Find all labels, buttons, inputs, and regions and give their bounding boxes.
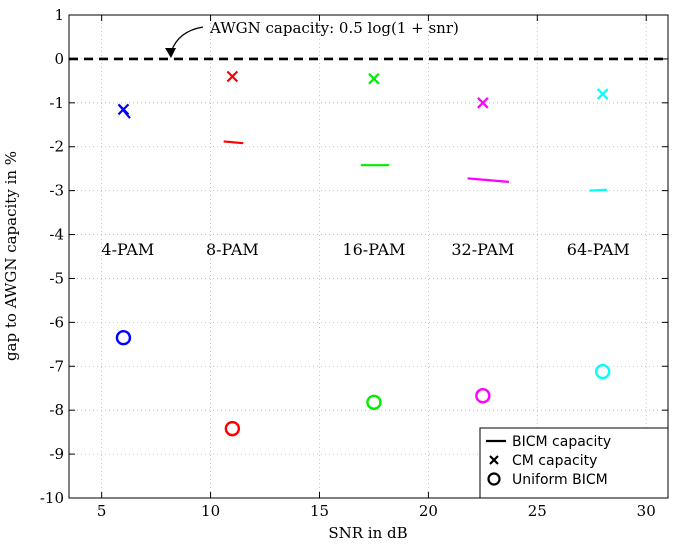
annotation-layer: AWGN capacity: 0.5 log(1 + snr) — [69, 19, 668, 61]
legend-label: BICM capacity — [512, 434, 611, 450]
constellation-label: 8-PAM — [206, 240, 259, 259]
y-tick-label: -4 — [49, 226, 64, 244]
legend-label: Uniform BICM — [512, 472, 608, 488]
uniform-bicm-marker — [366, 394, 382, 410]
y-tick-label: 0 — [54, 50, 64, 68]
uniform-bicm-marker — [115, 330, 132, 346]
y-tick-label: -2 — [49, 138, 64, 156]
legend-circle-symbol — [487, 472, 501, 486]
constellation-label: 16-PAM — [342, 240, 405, 259]
y-tick-label: -7 — [49, 357, 64, 375]
cm-capacity-marker — [226, 70, 239, 83]
legend-box — [479, 427, 669, 499]
x-tick-label: 20 — [419, 502, 438, 520]
legend-layer: BICM capacity CM capacity Uniform BICM — [479, 427, 669, 499]
bicm-capacity-segment — [467, 177, 510, 183]
bicm-capacity-segment — [223, 140, 244, 145]
annotation-arrowhead — [165, 48, 176, 58]
labels-layer: 4-PAM 8-PAM 16-PAM 32-PAM 64-PAM — [101, 240, 629, 259]
y-tick-label: -10 — [40, 489, 64, 507]
y-tick-label: 1 — [54, 6, 64, 24]
constellation-label: 32-PAM — [451, 240, 514, 259]
legend-x-symbol — [489, 455, 499, 465]
cm-capacity-marker — [596, 88, 609, 100]
x-axis-title: SNR in dB — [328, 524, 407, 542]
y-tick-label: -5 — [49, 269, 64, 287]
x-tick-label: 25 — [528, 502, 547, 520]
x-tick-label: 15 — [310, 502, 329, 520]
y-tick-label: -6 — [49, 313, 64, 331]
cm-capacity-marker — [477, 97, 489, 109]
plot-frame — [68, 14, 669, 499]
bicm-capacity-segment — [589, 188, 608, 192]
legend-label: CM capacity — [512, 453, 597, 469]
x-tick-label: 30 — [637, 502, 656, 520]
y-tick-label: -9 — [49, 445, 64, 463]
uniform-bicm-marker — [594, 363, 611, 380]
constellation-label: 64-PAM — [567, 240, 630, 259]
x-tick-label: 10 — [201, 502, 220, 520]
y-tick-label: -1 — [49, 94, 64, 112]
y-tick-label: -3 — [49, 182, 64, 200]
bicm-capacity-segment — [118, 104, 131, 119]
awgn-capacity-annotation: AWGN capacity: 0.5 log(1 + snr) — [209, 19, 459, 37]
marks-layer — [115, 70, 611, 437]
y-tick-label: -8 — [49, 401, 64, 419]
constellation-label: 4-PAM — [101, 240, 154, 259]
grid-layer — [69, 15, 668, 498]
uniform-bicm-marker — [224, 420, 241, 437]
x-tick-label: 5 — [97, 502, 107, 520]
cm-capacity-marker — [368, 72, 380, 85]
y-axis-title: gap to AWGN capacity in % — [2, 151, 20, 361]
uniform-bicm-marker — [475, 387, 491, 404]
